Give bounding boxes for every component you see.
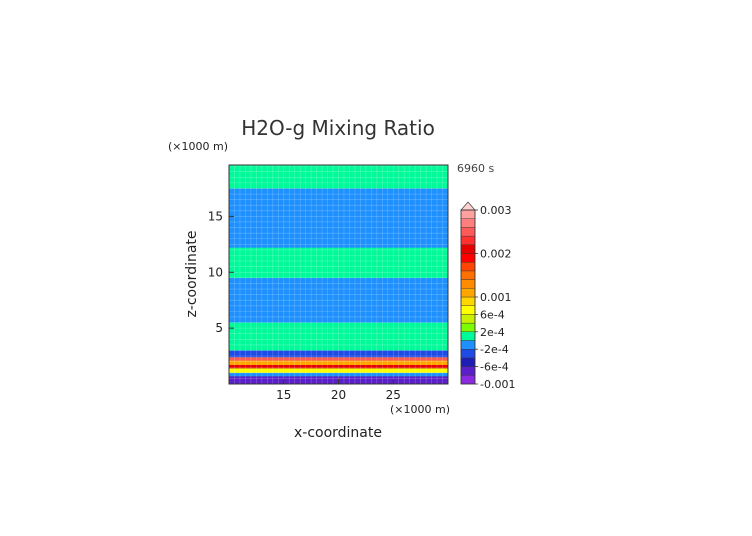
colorbar-swatch xyxy=(460,331,476,341)
contour-band xyxy=(229,350,448,358)
colorbar-labels: 0.003 0.002 0.001 6e-4 2e-4 -2e-4 -6e-4 -0.001 xyxy=(475,204,515,391)
colorbar-swatch xyxy=(460,279,476,289)
contour-band xyxy=(229,368,448,373)
colorbar-swatch xyxy=(460,262,476,272)
x-tick-label: 15 xyxy=(276,388,291,402)
contour-band xyxy=(229,247,448,278)
colorbar xyxy=(460,201,476,385)
plot-area xyxy=(229,165,448,384)
colorbar-swatch xyxy=(460,366,476,376)
contour-band xyxy=(229,300,448,323)
colorbar-label: -2e-4 xyxy=(480,343,509,356)
contour-band xyxy=(229,365,448,369)
time-label: 6960 s xyxy=(457,162,494,175)
colorbar-swatch xyxy=(460,357,476,367)
y-unit-label: (×1000 m) xyxy=(168,140,228,153)
colorbar-label: -0.001 xyxy=(480,378,515,391)
colorbar-swatch xyxy=(460,218,476,228)
colorbar-label: 6e-4 xyxy=(480,308,505,321)
colorbar-label: 0.001 xyxy=(480,291,512,304)
colorbar-swatch xyxy=(460,349,476,359)
contour-band xyxy=(229,165,448,189)
colorbar-swatch xyxy=(460,314,476,324)
chart-title: H2O-g Mixing Ratio xyxy=(241,116,435,140)
colorbar-swatch xyxy=(460,253,476,263)
x-axis-ticks: 15 20 25 xyxy=(276,379,401,402)
x-tick-label: 25 xyxy=(386,388,401,402)
colorbar-swatch xyxy=(460,305,476,315)
colorbar-swatch xyxy=(460,270,476,280)
colorbar-label: 2e-4 xyxy=(480,326,505,339)
grid-lines xyxy=(229,165,448,384)
colorbar-swatch xyxy=(460,288,476,298)
contour-band xyxy=(229,322,448,351)
colorbar-swatch xyxy=(460,235,476,246)
x-unit-label: (×1000 m) xyxy=(390,403,450,416)
colorbar-label: -6e-4 xyxy=(480,361,509,374)
colorbar-label: 0.002 xyxy=(480,248,512,261)
colorbar-extend-triangle xyxy=(460,201,476,211)
colorbar-swatch xyxy=(460,244,476,254)
contour-band xyxy=(229,188,448,248)
contour-bands xyxy=(229,165,448,384)
y-axis-label: z-coordinate xyxy=(184,230,200,317)
colorbar-swatch xyxy=(460,296,476,306)
contour-band xyxy=(229,372,448,377)
y-axis-ticks: 5 10 15 xyxy=(208,209,234,335)
contour-band xyxy=(229,277,448,301)
y-tick-label: 15 xyxy=(208,209,223,223)
colorbar-swatch xyxy=(460,227,476,237)
colorbar-swatch xyxy=(460,340,476,350)
contour-band xyxy=(229,357,448,361)
y-tick-label: 5 xyxy=(215,321,223,335)
colorbar-swatch xyxy=(460,375,476,385)
colorbar-label: 0.003 xyxy=(480,204,512,217)
y-tick-label: 10 xyxy=(208,265,223,279)
contour-band xyxy=(229,360,448,366)
colorbar-swatch xyxy=(460,209,476,219)
x-tick-label: 20 xyxy=(331,388,346,402)
x-axis-label: x-coordinate xyxy=(294,425,382,441)
colorbar-swatch xyxy=(460,322,476,333)
